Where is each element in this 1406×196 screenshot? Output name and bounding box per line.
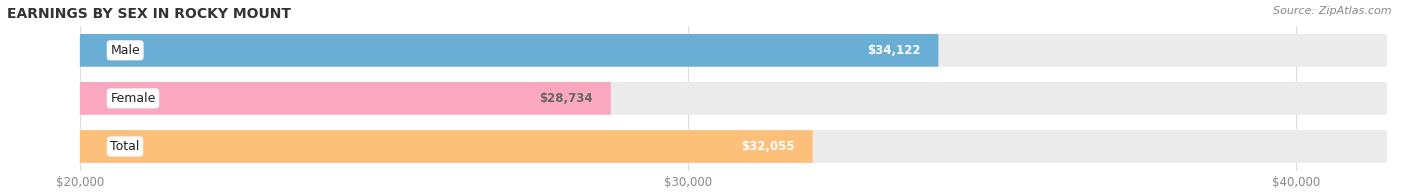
Text: $32,055: $32,055 [741,140,794,153]
FancyBboxPatch shape [80,82,610,115]
Text: $34,122: $34,122 [866,44,920,57]
Text: EARNINGS BY SEX IN ROCKY MOUNT: EARNINGS BY SEX IN ROCKY MOUNT [7,7,291,21]
FancyBboxPatch shape [80,130,813,163]
FancyBboxPatch shape [80,34,1386,67]
Text: Source: ZipAtlas.com: Source: ZipAtlas.com [1274,6,1392,16]
Text: Total: Total [110,140,139,153]
Text: Male: Male [110,44,141,57]
Text: Female: Female [110,92,156,105]
FancyBboxPatch shape [80,130,1386,163]
FancyBboxPatch shape [80,34,938,67]
Text: $28,734: $28,734 [538,92,592,105]
FancyBboxPatch shape [80,82,1386,115]
